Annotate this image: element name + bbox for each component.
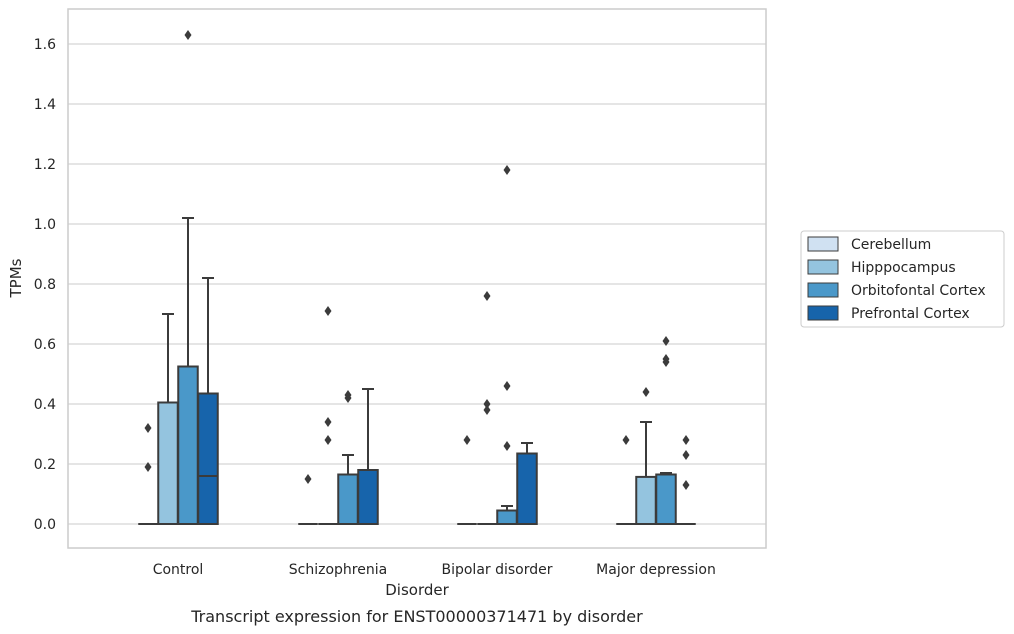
outlier-point	[483, 291, 491, 301]
box-body	[157, 401, 179, 525]
outlier-point	[144, 462, 152, 472]
outlier-point	[304, 474, 312, 484]
legend-frame	[800, 230, 1005, 328]
x-tick-label: Control	[153, 562, 204, 578]
legend-swatch	[807, 236, 839, 252]
y-axis-ticks: 0.0 0.2 0.4 0.6 0.8 1.0 1.2 1.4 1.6	[34, 37, 56, 533]
legend-entry: Orbitofontal Cortex	[851, 283, 986, 299]
box-orbitofontal-cortex	[496, 165, 518, 525]
outlier-point	[503, 381, 511, 391]
outlier-point	[662, 354, 670, 364]
box-cerebellum	[138, 423, 158, 525]
box-orbitofontal-cortex	[337, 390, 359, 525]
legend: Cerebellum Hipppocampus Orbitofontal Corte…	[800, 230, 1005, 328]
box-hipppocampus	[635, 387, 657, 525]
box-cerebellum	[298, 474, 318, 525]
legend-entry: Cerebellum	[851, 237, 931, 253]
outlier-point	[324, 435, 332, 445]
chart-caption: Transcript expression for ENST0000037147…	[190, 607, 643, 626]
legend-entry: Prefrontal Cortex	[851, 306, 970, 322]
y-tick-label: 0.2	[34, 457, 56, 473]
box-body	[337, 473, 359, 525]
outlier-point	[483, 399, 491, 409]
box-prefrontal-cortex	[516, 442, 538, 525]
y-tick-label: 1.2	[34, 157, 56, 173]
y-tick-label: 1.6	[34, 37, 56, 53]
outlier-point	[324, 306, 332, 316]
boxes	[138, 30, 696, 525]
outlier-point	[662, 336, 670, 346]
x-tick-label: Bipolar disorder	[441, 562, 552, 578]
y-tick-label: 0.0	[34, 517, 56, 533]
box-hipppocampus	[157, 313, 179, 525]
outlier-point	[682, 480, 690, 490]
box-orbitofontal-cortex	[655, 336, 677, 525]
outlier-point	[682, 450, 690, 460]
plot-area	[67, 8, 767, 549]
legend-swatch	[807, 282, 839, 298]
box-cerebellum	[457, 435, 477, 525]
x-tick-label: Schizophrenia	[289, 562, 387, 578]
box-body	[177, 365, 199, 525]
outlier-point	[344, 390, 352, 400]
box-body	[197, 392, 219, 525]
box-prefrontal-cortex	[676, 435, 696, 525]
outlier-point	[622, 435, 630, 445]
outlier-point	[642, 387, 650, 397]
outlier-point	[144, 423, 152, 433]
box-body	[496, 509, 518, 525]
outlier-point	[184, 30, 192, 40]
x-axis-ticks: Control Schizophrenia Bipolar disorder Majo…	[153, 562, 716, 578]
box-body	[516, 452, 538, 525]
box-prefrontal-cortex	[357, 388, 379, 525]
outlier-point	[503, 441, 511, 451]
legend-swatch	[807, 305, 839, 321]
x-axis-label: Disorder	[385, 581, 449, 599]
box-prefrontal-cortex	[197, 277, 219, 525]
y-tick-label: 0.6	[34, 337, 56, 353]
box-body	[357, 469, 379, 525]
y-tick-label: 1.0	[34, 217, 56, 233]
outlier-point	[503, 165, 511, 175]
outlier-point	[682, 435, 690, 445]
x-tick-label: Major depression	[596, 562, 716, 578]
y-tick-label: 0.8	[34, 277, 56, 293]
y-tick-label: 0.4	[34, 397, 56, 413]
box-body	[655, 473, 677, 525]
box-hipppocampus	[318, 306, 338, 525]
box-body	[635, 475, 657, 525]
box-cerebellum	[616, 435, 636, 525]
y-tick-label: 1.4	[34, 97, 56, 113]
legend-swatch	[807, 259, 839, 275]
legend-entry: Hipppocampus	[851, 260, 956, 276]
y-axis-label: TPMs	[7, 258, 25, 298]
box-hipppocampus	[477, 291, 497, 525]
outlier-point	[463, 435, 471, 445]
outlier-point	[324, 417, 332, 427]
outlier-point	[483, 405, 491, 415]
